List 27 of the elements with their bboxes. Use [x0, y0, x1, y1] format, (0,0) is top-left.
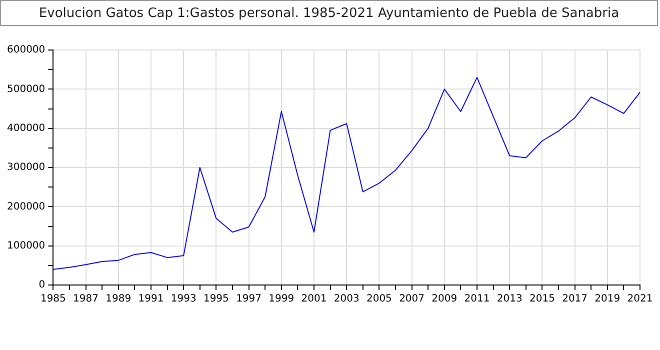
y-tick-label: 0 — [38, 280, 46, 291]
x-tick-label: 2003 — [334, 294, 360, 305]
x-tick-label: 2001 — [301, 294, 327, 305]
x-tick-label: 1997 — [236, 294, 262, 305]
y-tick-label: 100000 — [6, 240, 46, 252]
x-tick-label: 2009 — [432, 294, 458, 305]
y-tick-label: 500000 — [6, 84, 46, 95]
x-tick-label: 1991 — [138, 294, 164, 305]
x-tick-label: 2021 — [627, 294, 653, 305]
y-tick-label: 200000 — [6, 201, 46, 212]
x-tick-label: 2015 — [529, 294, 555, 305]
x-tick-label: 1999 — [268, 294, 294, 305]
y-tick-label: 600000 — [6, 44, 46, 56]
x-tick-label: 1989 — [106, 294, 132, 305]
chart-title: Evolucion Gatos Cap 1:Gastos personal. 1985-2021 Ayuntamiento de Puebla de Sanabria — [0, 0, 658, 26]
x-tick-label: 1987 — [73, 294, 98, 305]
x-tick-label: 2005 — [366, 294, 392, 305]
x-tick-label: 2013 — [496, 294, 522, 305]
x-tick-label: 2017 — [562, 294, 588, 305]
y-tick-label: 400000 — [6, 122, 46, 134]
x-tick-label: 1985 — [40, 294, 66, 305]
x-tick-label: 1993 — [170, 294, 196, 305]
y-tick-label: 300000 — [6, 162, 46, 174]
x-tick-label: 2007 — [399, 294, 425, 305]
x-tick-label: 2011 — [464, 294, 490, 305]
x-tick-label: 2019 — [594, 294, 620, 305]
x-tick-label: 1995 — [203, 294, 229, 305]
